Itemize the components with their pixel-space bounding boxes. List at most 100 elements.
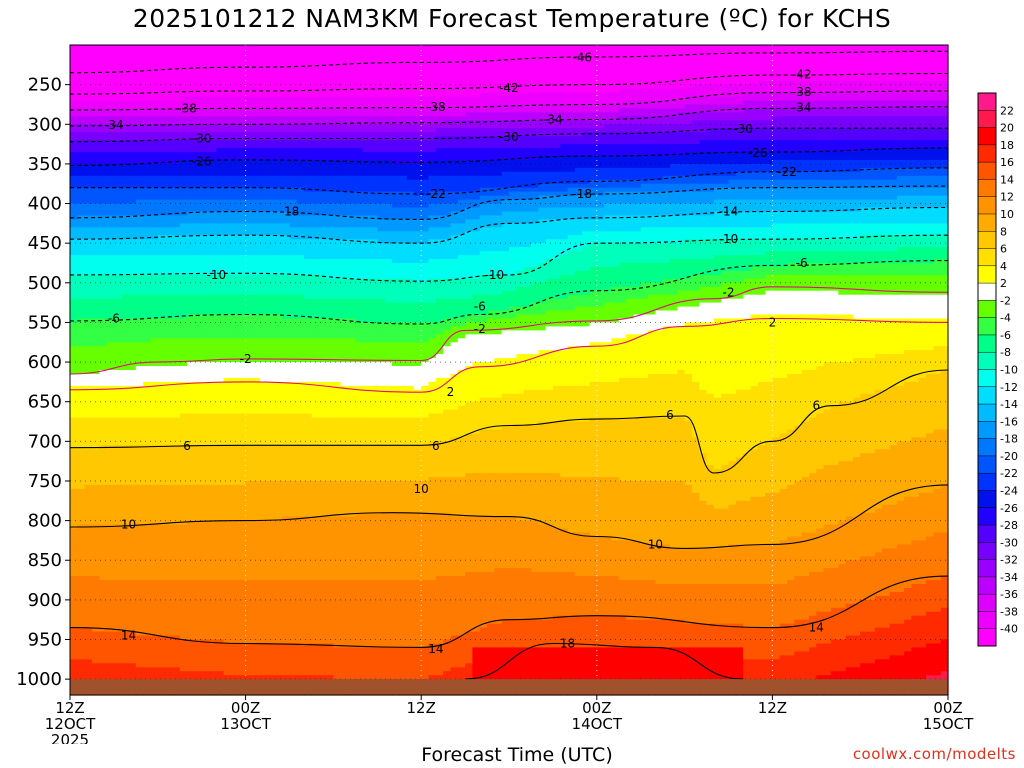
field-cell	[143, 489, 151, 494]
field-cell	[70, 544, 78, 549]
field-cell	[151, 164, 159, 169]
field-cell	[143, 334, 151, 339]
field-cell	[121, 465, 129, 470]
field-cell	[143, 473, 151, 478]
field-cell	[158, 608, 166, 613]
field-cell	[70, 140, 78, 145]
field-cell	[121, 588, 129, 593]
field-cell	[92, 473, 100, 478]
field-cell	[70, 303, 78, 308]
field-cell	[180, 414, 188, 419]
field-cell	[136, 279, 144, 284]
field-cell	[158, 208, 166, 213]
field-cell	[165, 45, 173, 50]
field-cell	[77, 227, 85, 232]
field-cell	[99, 57, 107, 62]
field-cell	[99, 251, 107, 256]
field-cell	[172, 85, 180, 90]
field-cell	[172, 604, 180, 609]
field-cell	[77, 485, 85, 490]
field-cell	[143, 477, 151, 482]
field-cell	[158, 322, 166, 327]
field-cell	[129, 564, 137, 569]
field-cell	[85, 489, 93, 494]
field-cell	[70, 295, 78, 300]
field-cell	[165, 176, 173, 181]
field-cell	[136, 227, 144, 232]
field-cell	[129, 382, 137, 387]
field-cell	[107, 604, 115, 609]
field-cell	[158, 219, 166, 224]
field-cell	[107, 77, 115, 82]
field-cell	[143, 176, 151, 181]
field-cell	[165, 651, 173, 656]
field-cell	[129, 560, 137, 565]
field-cell	[165, 640, 173, 645]
field-cell	[129, 326, 137, 331]
field-cell	[151, 283, 159, 288]
field-cell	[180, 57, 188, 62]
field-cell	[143, 73, 151, 78]
field-cell	[165, 533, 173, 538]
field-cell	[180, 564, 188, 569]
field-cell	[129, 651, 137, 656]
field-cell	[70, 540, 78, 545]
field-cell	[70, 398, 78, 403]
field-cell	[151, 453, 159, 458]
field-cell	[136, 370, 144, 375]
field-cell	[70, 378, 78, 383]
field-cell	[172, 596, 180, 601]
field-cell	[136, 358, 144, 363]
field-cell	[165, 572, 173, 577]
field-cell	[70, 489, 78, 494]
field-cell	[172, 501, 180, 506]
field-cell	[165, 128, 173, 133]
field-cell	[114, 45, 122, 50]
field-cell	[70, 414, 78, 419]
field-cell	[114, 338, 122, 343]
field-cell	[77, 65, 85, 70]
field-cell	[121, 370, 129, 375]
field-cell	[99, 659, 107, 664]
field-cell	[129, 192, 137, 197]
field-cell	[172, 414, 180, 419]
field-cell	[85, 291, 93, 296]
field-cell	[121, 552, 129, 557]
field-cell	[92, 152, 100, 157]
field-cell	[92, 457, 100, 462]
field-cell	[92, 426, 100, 431]
field-cell	[107, 453, 115, 458]
field-cell	[121, 251, 129, 256]
field-cell	[77, 176, 85, 181]
field-cell	[85, 671, 93, 676]
field-cell	[165, 398, 173, 403]
field-cell	[70, 176, 78, 181]
field-cell	[121, 172, 129, 177]
field-cell	[151, 338, 159, 343]
field-cell	[158, 390, 166, 395]
field-cell	[114, 303, 122, 308]
field-cell	[70, 97, 78, 102]
field-cell	[158, 453, 166, 458]
field-cell	[107, 588, 115, 593]
field-cell	[85, 651, 93, 656]
field-cell	[165, 251, 173, 256]
field-cell	[85, 338, 93, 343]
field-cell	[180, 45, 188, 50]
field-cell	[151, 671, 159, 676]
field-cell	[70, 422, 78, 427]
field-cell	[70, 453, 78, 458]
field-cell	[136, 303, 144, 308]
field-cell	[151, 65, 159, 70]
field-cell	[121, 426, 129, 431]
field-cell	[187, 295, 195, 300]
field-cell	[121, 501, 129, 506]
field-cell	[99, 529, 107, 534]
field-cell	[165, 576, 173, 581]
field-cell	[172, 322, 180, 327]
field-cell	[77, 540, 85, 545]
field-cell	[114, 544, 122, 549]
field-cell	[151, 251, 159, 256]
field-cell	[121, 148, 129, 153]
field-cell	[158, 426, 166, 431]
